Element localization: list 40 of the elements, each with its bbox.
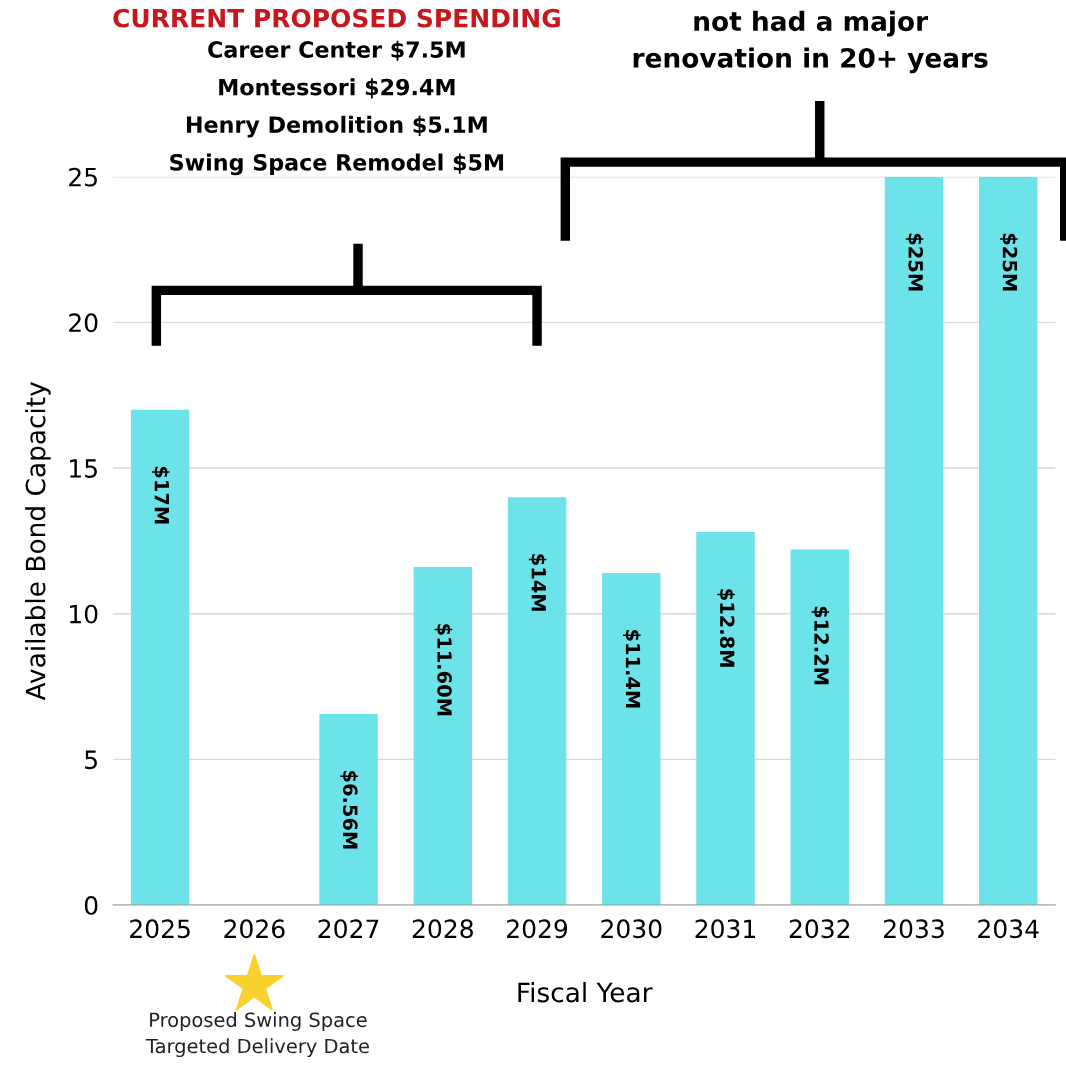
text: CURRENT PROPOSED SPENDING [113,8,560,28]
data-label: $11.4M [623,629,641,708]
bar [507,497,567,905]
text: not had a major renovation in 20+ years [633,10,988,74]
data-label: $17M [151,466,170,524]
text: Proposed Swing Space Targeted Delivery Date [145,1012,369,1058]
x-tick-label: 2034 [978,919,1039,939]
bar [319,713,378,905]
data-label: $11.60M [434,624,453,716]
bar [413,567,473,905]
data-label: $6.56M [340,770,358,849]
x-tick-label: 2033 [884,919,944,939]
data-label: $25M [905,233,924,291]
y-tick-label: 5 [85,750,97,770]
data-label: $25M [1000,233,1018,291]
x-tick-label: 2029 [507,919,568,939]
x-tick-label: 2025 [130,919,190,939]
bar [130,409,190,905]
x-tick-label: 2027 [318,919,379,939]
bar [602,572,661,905]
y-tick-label: 15 [70,459,97,478]
x-tick-label: 2030 [601,919,662,939]
text: Career Center $7.5M Montessori $29.4M Henry Demolition $5.1M Swing Space Remodel $5M [170,40,504,176]
x-tick-label: 2031 [695,919,756,939]
y-tick-label: 0 [84,895,98,915]
bar [979,176,1038,905]
bar [884,176,944,905]
data-label: $12.2M [811,606,830,685]
bar [790,549,849,905]
x-tick-label: 2026 [224,919,285,939]
bar [696,532,755,905]
x-axis-title: Fiscal Year [518,981,653,1003]
y-tick-label: 10 [70,604,98,624]
data-label: $12.8M [717,589,735,667]
data-label: $14M [528,554,547,611]
x-tick-label: 2028 [412,919,473,939]
y-axis-title: Available Bond Capacity [25,382,51,701]
x-tick-label: 2032 [789,919,850,939]
y-tick-label: 25 [69,167,97,187]
y-tick-label: 20 [69,313,98,333]
